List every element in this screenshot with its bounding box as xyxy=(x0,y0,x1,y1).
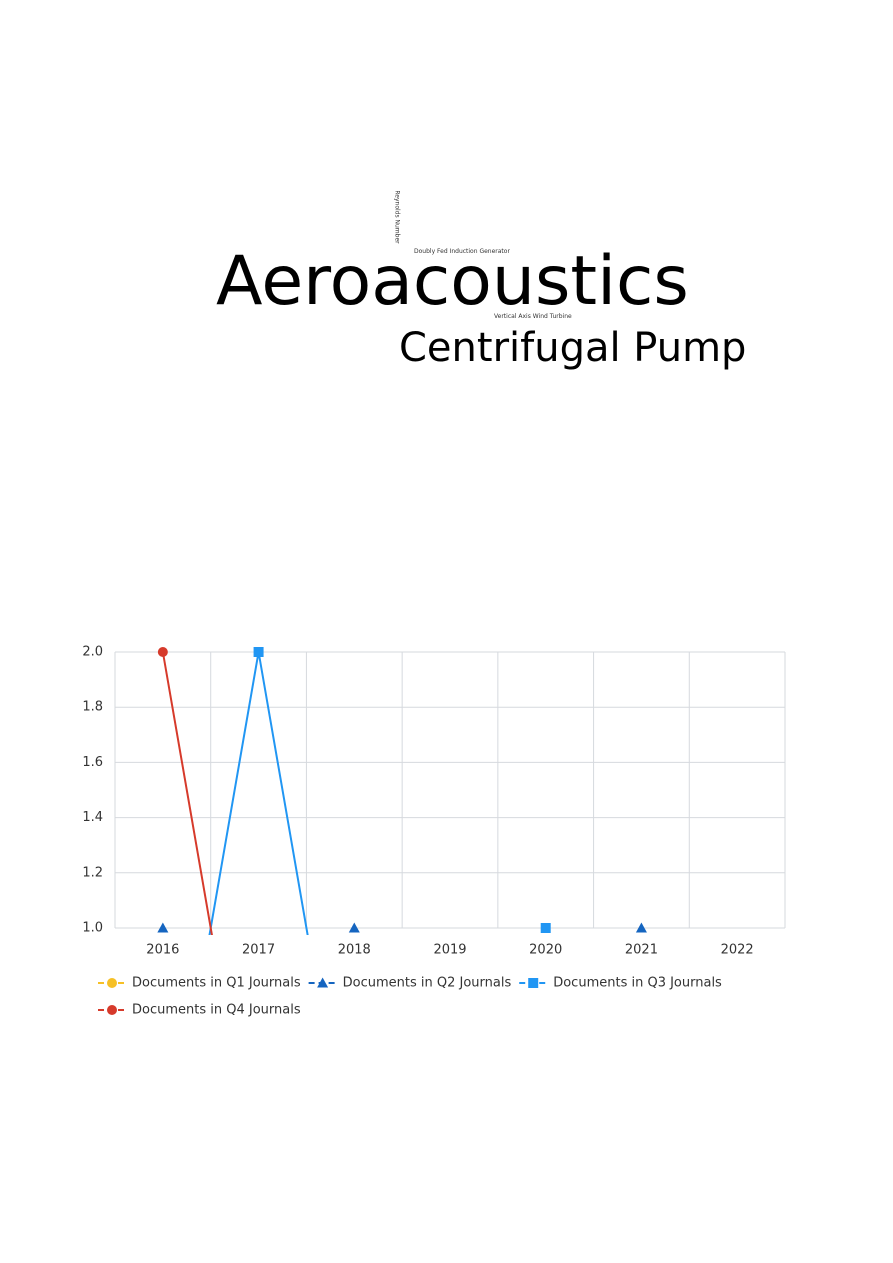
marker xyxy=(254,1199,264,1209)
x-tick-label: 2022 xyxy=(721,943,754,958)
legend-label: Documents in Q1 Journals xyxy=(132,976,301,991)
word: Vertical Axis Wind Turbine xyxy=(494,313,572,320)
x-tick-label: 2021 xyxy=(625,943,658,958)
marker xyxy=(349,1199,359,1209)
marker xyxy=(317,977,329,988)
marker xyxy=(158,1199,168,1209)
marker xyxy=(540,923,551,933)
y-tick-label: 1.6 xyxy=(82,755,103,770)
word: Aeroacoustics xyxy=(216,242,689,321)
marker xyxy=(157,647,168,657)
marker xyxy=(253,647,264,657)
x-tick-label: 2017 xyxy=(242,943,275,958)
legend-label: Documents in Q3 Journals xyxy=(553,976,722,991)
marker xyxy=(348,922,360,933)
x-tick-label: 2020 xyxy=(529,943,562,958)
y-tick-label: 2.0 xyxy=(82,645,103,660)
y-tick-label: 1.2 xyxy=(82,865,103,880)
marker xyxy=(528,978,539,988)
y-tick-label: 1.4 xyxy=(82,810,103,825)
marker xyxy=(107,1005,117,1015)
legend-label: Documents in Q2 Journals xyxy=(343,976,512,991)
legend-label: Documents in Q4 Journals xyxy=(132,1003,301,1018)
x-tick-label: 2018 xyxy=(338,943,371,958)
marker xyxy=(635,922,647,933)
x-tick-label: 2016 xyxy=(146,943,179,958)
word: Centrifugal Pump xyxy=(399,325,747,371)
marker xyxy=(157,922,169,933)
y-tick-label: 1.8 xyxy=(82,700,103,715)
word: Doubly Fed Induction Generator xyxy=(414,248,510,255)
marker xyxy=(107,978,117,988)
series-line xyxy=(161,651,213,935)
y-tick-label: 1.0 xyxy=(82,921,103,936)
x-tick-label: 2019 xyxy=(433,943,466,958)
plot-area xyxy=(157,647,647,1209)
